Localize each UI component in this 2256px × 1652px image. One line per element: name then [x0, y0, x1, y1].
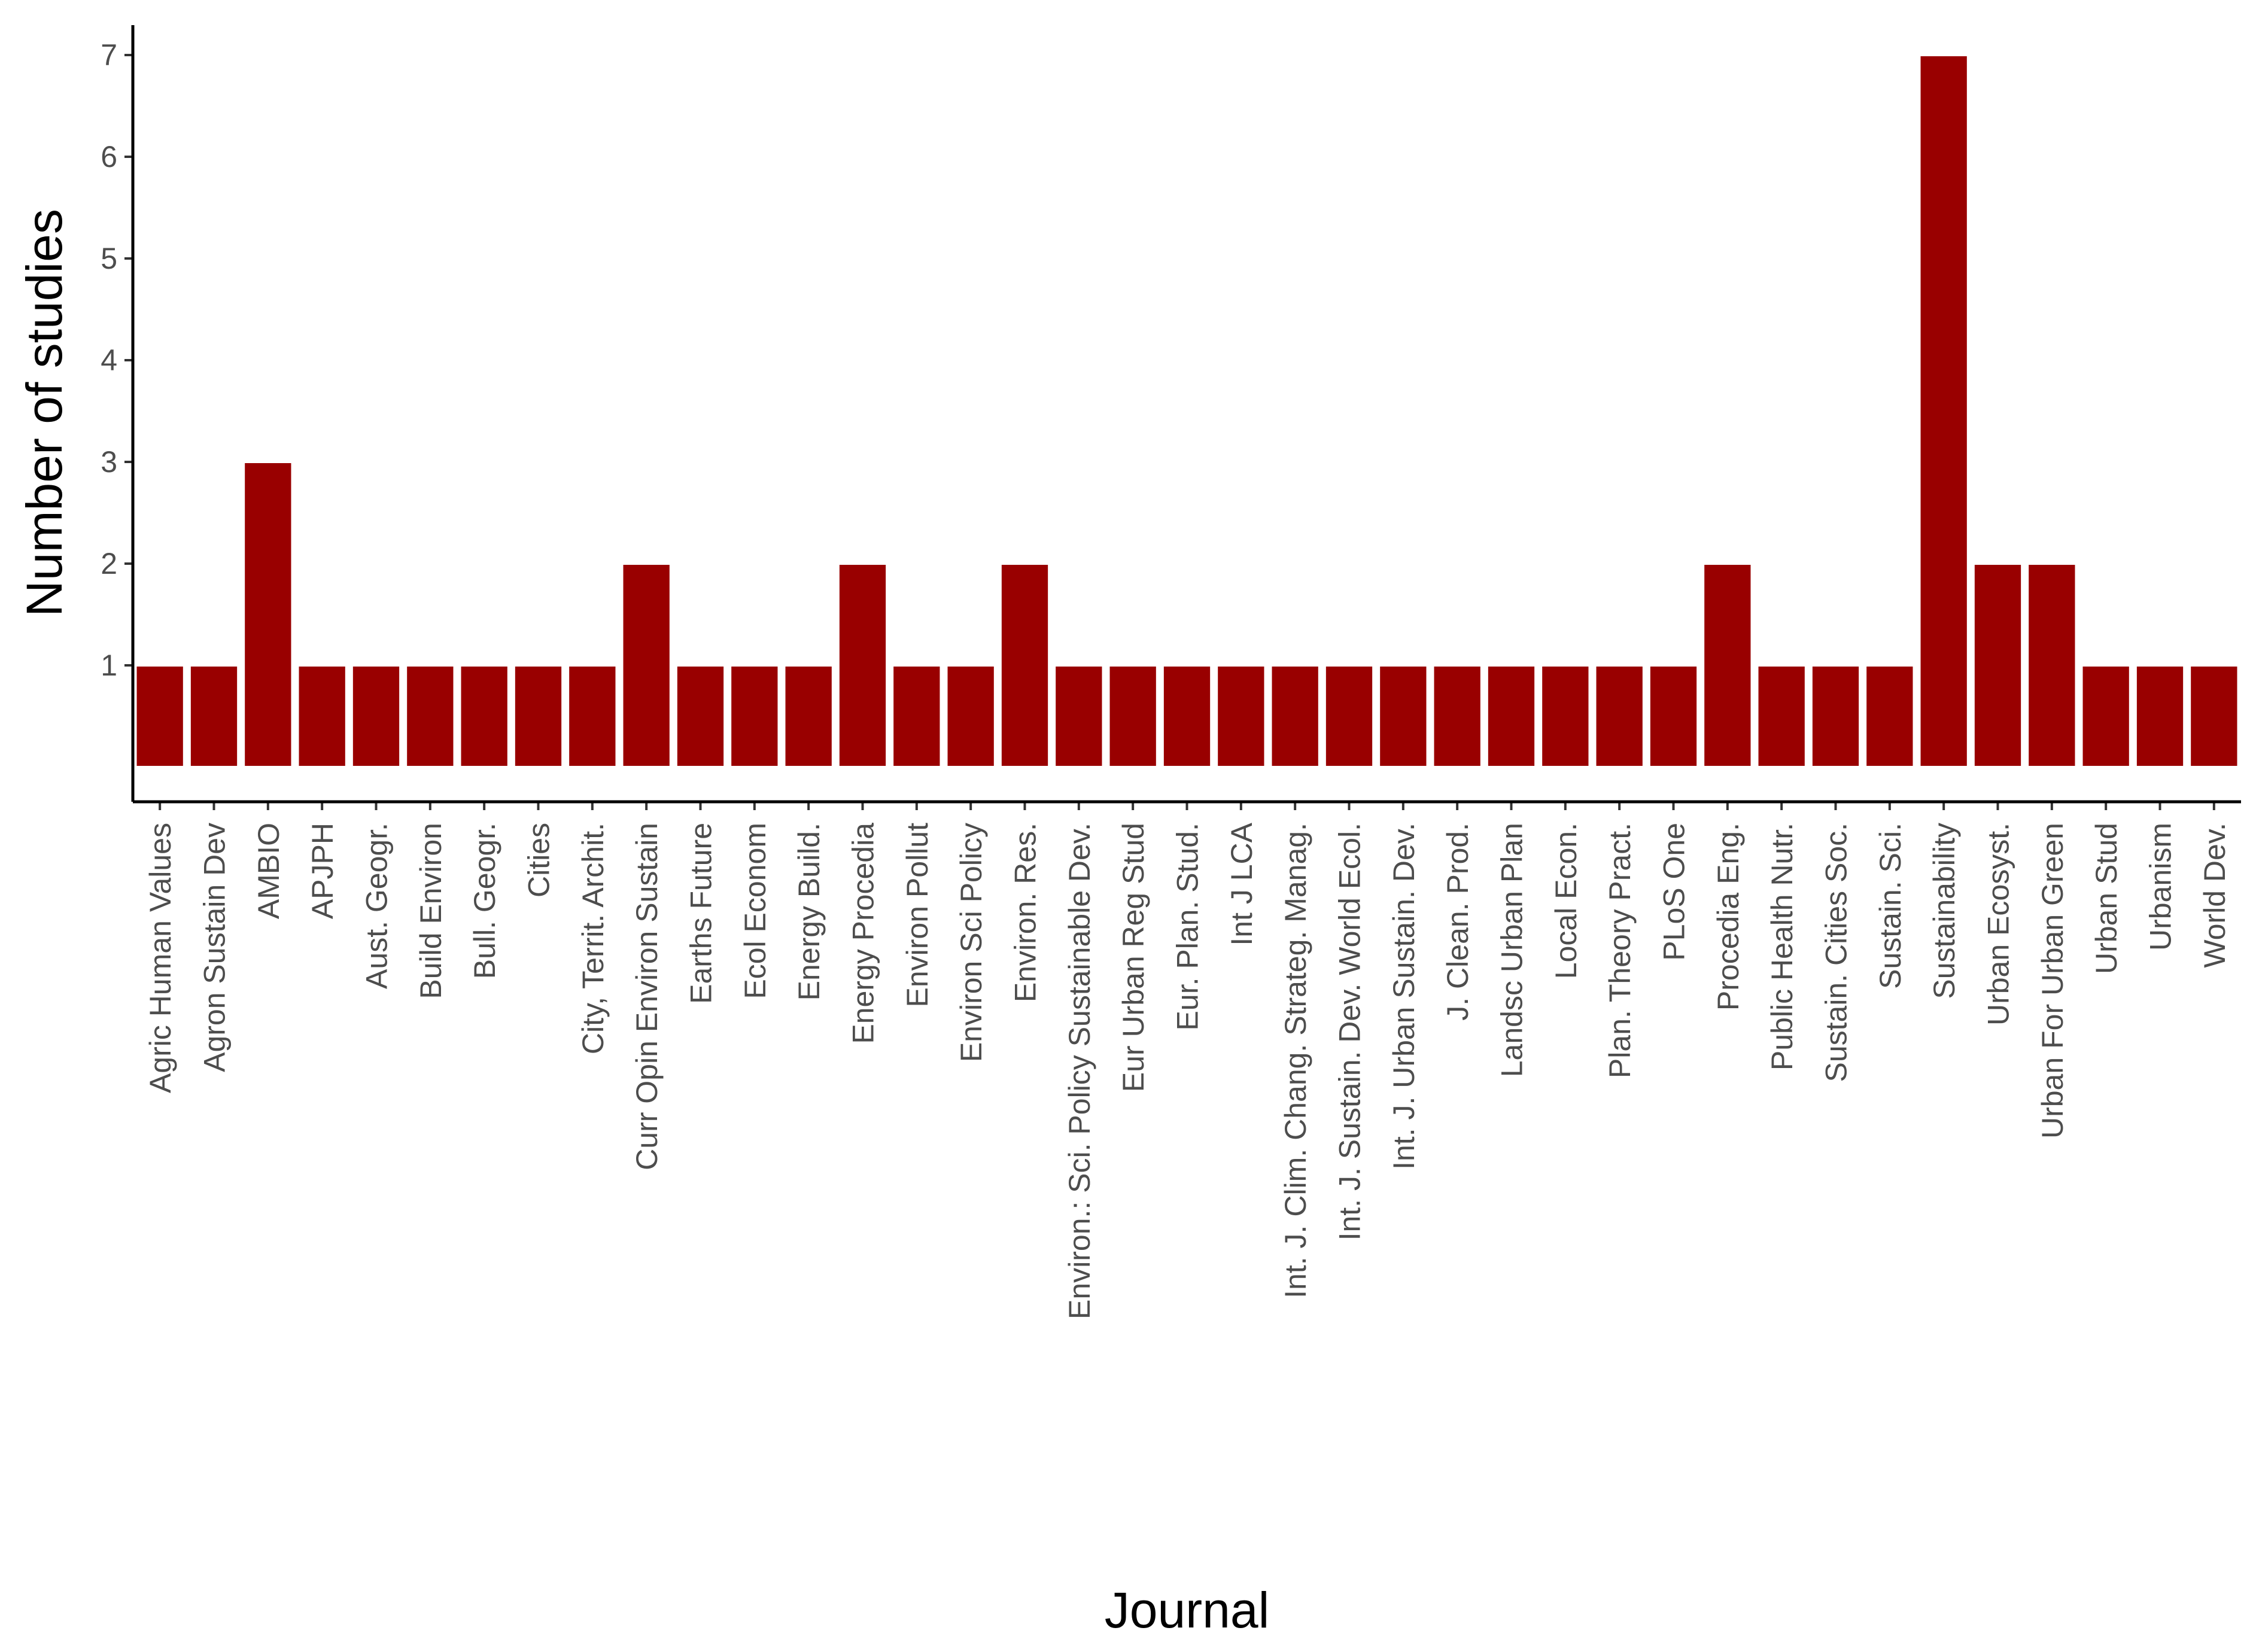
x-tick-label: Sustain. Cities Soc. [1820, 823, 1853, 1082]
x-tick-label: Plan. Theory Pract. [1603, 823, 1637, 1078]
bar-20 [1161, 664, 1213, 768]
x-tick-label: Bull. Geogr. [468, 823, 501, 979]
x-tick-label: Agron Sustain Dev [198, 823, 232, 1072]
x-tick-label: Int. J. Sustain. Dev. World Ecol. [1333, 823, 1367, 1240]
bar-18 [1053, 664, 1105, 768]
bar-7 [458, 664, 510, 768]
y-tick-label: 3 [101, 445, 117, 479]
bar-12 [729, 664, 780, 768]
x-tick-label: Environ Sci Policy [954, 823, 988, 1062]
bar-31 [1756, 664, 1807, 768]
x-tick-label: Cities [522, 823, 556, 898]
y-tick-label: 4 [101, 343, 117, 377]
bar-10 [621, 562, 672, 768]
y-tick-label: 1 [101, 649, 117, 682]
x-tick-label: Public Health Nutr. [1765, 823, 1799, 1070]
x-tick-label: Urban Ecosyst. [1982, 823, 2015, 1026]
bar-8 [512, 664, 564, 768]
bar-33 [1864, 664, 1916, 768]
x-tick-label: J. Clean. Prod. [1441, 823, 1474, 1021]
bar-11 [674, 664, 726, 768]
x-tick-label: Local Econ. [1549, 823, 1583, 979]
x-tick-label: Int. J. Clim. Chang. Strateg. Manag. [1279, 823, 1312, 1298]
bar-5 [350, 664, 402, 768]
x-tick-label: Agric Human Values [144, 823, 177, 1093]
x-tick-label: Landsc Urban Plan [1495, 823, 1529, 1077]
x-tick-label: Int J LCA [1225, 822, 1258, 945]
x-tick-label: Energy Procedia [847, 823, 880, 1044]
y-tick-label: 7 [101, 38, 117, 72]
bar-25 [1431, 664, 1483, 768]
bar-24 [1378, 664, 1429, 768]
x-tick-label: Sustain. Sci. [1874, 823, 1907, 989]
x-tick-label: Aust. Geogr. [360, 823, 394, 989]
bar-26 [1485, 664, 1537, 768]
x-tick-label: Procedia Eng. [1711, 823, 1745, 1011]
bar-35 [1972, 562, 2024, 768]
bar-6 [405, 664, 456, 768]
bar-13 [783, 664, 834, 768]
y-tick-label: 2 [101, 547, 117, 580]
x-tick-label: Urban For Urban Green [2036, 823, 2069, 1139]
bar-4 [296, 664, 348, 768]
bar-16 [945, 664, 996, 768]
x-tick-label: Int. J. Urban Sustain. Dev. [1387, 823, 1421, 1170]
bar-34 [1918, 54, 1969, 768]
bar-1 [134, 664, 186, 768]
y-axis-ticks: 1 2 3 4 5 6 7 [101, 38, 133, 682]
bar-9 [567, 664, 618, 768]
bar-23 [1323, 664, 1375, 768]
x-tick-label: Eur. Plan. Stud. [1171, 823, 1205, 1030]
y-axis-title: Number of studies [16, 209, 72, 617]
bar-37 [2080, 664, 2132, 768]
x-axis-title: Journal [1105, 1582, 1270, 1638]
x-tick-label: City, Territ. Archit. [576, 823, 610, 1054]
bar-39 [2188, 664, 2240, 768]
bar-2 [188, 664, 240, 768]
bar-3 [242, 461, 294, 768]
x-tick-label: Urbanism [2144, 823, 2178, 951]
x-tick-label: Eur Urban Reg Stud [1117, 823, 1150, 1092]
bar-38 [2134, 664, 2186, 768]
bar-22 [1269, 664, 1321, 768]
x-tick-label: PLoS One [1658, 823, 1691, 961]
bar-36 [2026, 562, 2078, 768]
bars-group [134, 54, 2240, 768]
x-tick-label: APJPH [306, 823, 339, 919]
x-tick-label: World Dev. [2198, 823, 2231, 968]
bar-17 [999, 562, 1051, 768]
x-axis-ticks: Agric Human Values Agron Sustain Dev AMBIO… [144, 802, 2231, 1319]
bar-14 [837, 562, 889, 768]
x-tick-label: Ecol Econom [738, 823, 772, 999]
x-tick-label: Curr Opin Environ Sustain [630, 823, 664, 1170]
x-tick-label: Energy Build. [792, 823, 826, 1000]
x-tick-label: Urban Stud [2090, 823, 2123, 974]
x-tick-label: Earths Future [685, 823, 718, 1004]
bar-32 [1810, 664, 1862, 768]
y-tick-label: 5 [101, 242, 117, 275]
bar-15 [891, 664, 942, 768]
bar-30 [1702, 562, 1753, 768]
bar-19 [1107, 664, 1159, 768]
x-tick-label: AMBIO [252, 823, 285, 919]
bar-29 [1647, 664, 1699, 768]
x-tick-label: Build Environ [414, 823, 448, 999]
bar-21 [1215, 664, 1267, 768]
x-tick-label: Environ.: Sci. Policy Sustainable Dev. [1063, 823, 1096, 1319]
x-tick-label: Sustainability [1927, 823, 1961, 999]
x-tick-label: Environ. Res. [1009, 823, 1042, 1002]
bar-27 [1540, 664, 1591, 768]
x-tick-label: Environ Pollut [901, 823, 934, 1008]
bar-28 [1594, 664, 1645, 768]
y-tick-label: 6 [101, 140, 117, 174]
